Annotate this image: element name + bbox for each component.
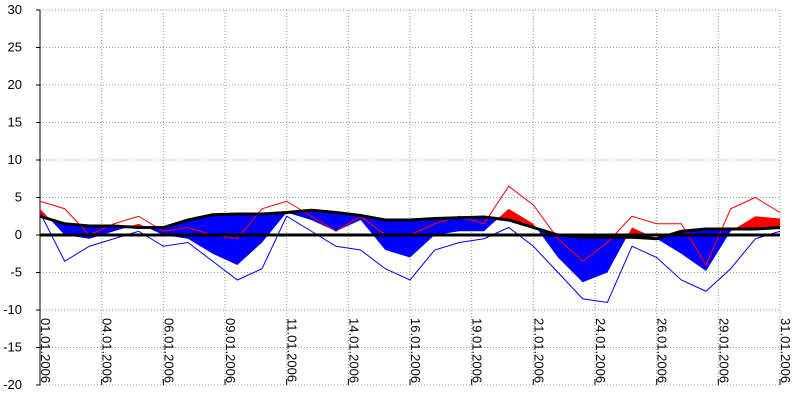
temp-line (39, 212, 781, 304)
x-tick-label: 11.01.2006 (285, 318, 300, 382)
y-tick-label: 25 (8, 40, 22, 55)
x-tick-label: 09.01.2006 (223, 318, 238, 383)
y-tick-label: -5 (10, 265, 22, 280)
y-tick-label: 20 (8, 77, 22, 92)
y-tick-label: -10 (3, 302, 22, 317)
x-tick-label: 16.01.2006 (408, 318, 423, 383)
mean-line (39, 208, 781, 241)
x-tick-label: 21.01.2006 (531, 318, 546, 383)
x-tick-label: 06.01.2006 (161, 318, 176, 383)
y-tick-label: 5 (15, 190, 22, 205)
y-tick-label: -20 (3, 377, 22, 392)
x-tick-label: 04.01.2006 (100, 318, 115, 383)
x-tick-label: 29.01.2006 (716, 318, 731, 383)
y-tick-label: 10 (8, 152, 22, 167)
band-below (40, 210, 780, 283)
x-tick-label: 01.01.2006 (38, 318, 53, 383)
x-tick-label: 26.01.2006 (655, 318, 670, 383)
y-tick-label: 0 (15, 227, 22, 242)
y-tick-label: 15 (8, 115, 22, 130)
y-tick-label: -15 (3, 340, 22, 355)
x-tick-label: 14.01.2006 (346, 318, 361, 383)
y-tick-label: 30 (8, 2, 22, 17)
x-tick-label: 19.01.2006 (470, 318, 485, 383)
x-tick-label: 24.01.2006 (593, 318, 608, 383)
x-tick-label: 31.01.2006 (778, 318, 793, 383)
